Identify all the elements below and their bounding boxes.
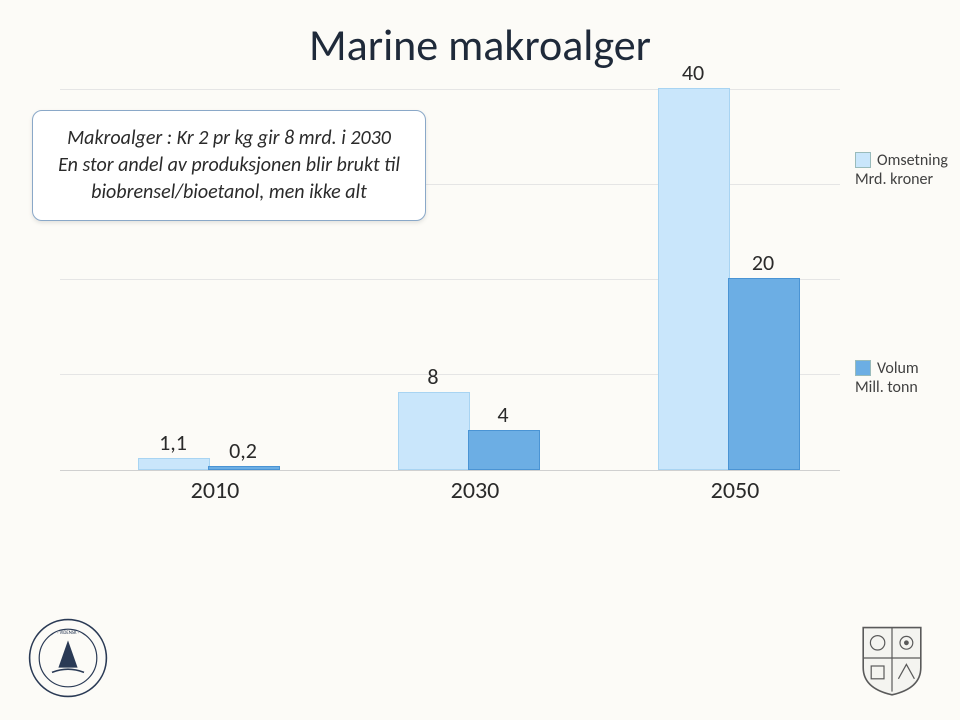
- bar-volum: [728, 278, 800, 470]
- svg-text:· VIDENSK ·: · VIDENSK ·: [57, 630, 79, 636]
- value-label: 20: [728, 249, 798, 276]
- x-label: 2010: [130, 476, 300, 505]
- shield-icon: [852, 618, 932, 698]
- bar-omsetning: [138, 458, 210, 470]
- slide: Marine makroalger 1,10,2844020 201020302…: [0, 0, 960, 720]
- seal-icon: · VIDENSK ·: [28, 618, 108, 698]
- legend-entry: OmsetningMrd. kroner: [855, 150, 955, 190]
- logo-right: [852, 618, 932, 698]
- callout-box: Makroalger : Kr 2 pr kg gir 8 mrd. i 203…: [32, 110, 426, 221]
- value-label: 40: [658, 59, 728, 86]
- value-label: 0,2: [208, 437, 278, 464]
- bar-omsetning: [398, 392, 470, 470]
- bar-volum: [208, 466, 280, 470]
- x-axis: 2010 2030 2050: [60, 476, 840, 506]
- callout-line1: Makroalger : Kr 2 pr kg gir 8 mrd. i 203…: [67, 126, 391, 150]
- slide-title: Marine makroalger: [0, 18, 960, 72]
- x-label: 2030: [390, 476, 560, 505]
- bar-omsetning: [658, 88, 730, 470]
- value-label: 4: [468, 401, 538, 428]
- value-label: 1,1: [138, 429, 208, 456]
- x-label: 2050: [650, 476, 820, 505]
- bar-volum: [468, 430, 540, 470]
- value-label: 8: [398, 363, 468, 390]
- callout-line2: En stor andel av produksjonen blir brukt…: [58, 153, 400, 204]
- legend-entry: VolumMill. tonn: [855, 358, 955, 398]
- logo-left: · VIDENSK ·: [28, 618, 108, 698]
